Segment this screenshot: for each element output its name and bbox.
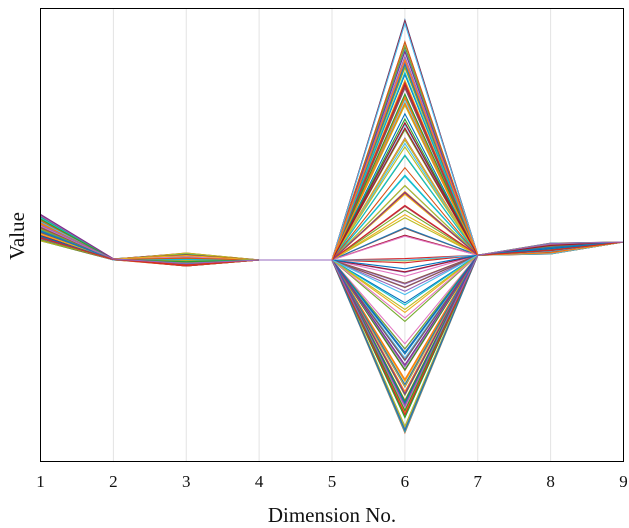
vertical-grid [112,8,552,462]
x-tick-labels: 1 2 3 4 5 6 7 8 9 [36,472,628,491]
x-tick-label: 2 [109,472,118,491]
x-axis-label: Dimension No. [268,503,396,527]
x-tick-label: 1 [36,472,45,491]
series-lines [40,18,624,435]
x-tick-label: 7 [474,472,483,491]
x-tick-label: 6 [401,472,410,491]
plot-frame [40,8,624,462]
x-tick-label: 9 [619,472,628,491]
y-axis-label: Value [5,212,29,260]
x-tick-label: 8 [546,472,555,491]
x-tick-label: 4 [255,472,264,491]
series-line [40,224,624,408]
x-tick-label: 5 [328,472,337,491]
x-tick-label: 3 [182,472,191,491]
